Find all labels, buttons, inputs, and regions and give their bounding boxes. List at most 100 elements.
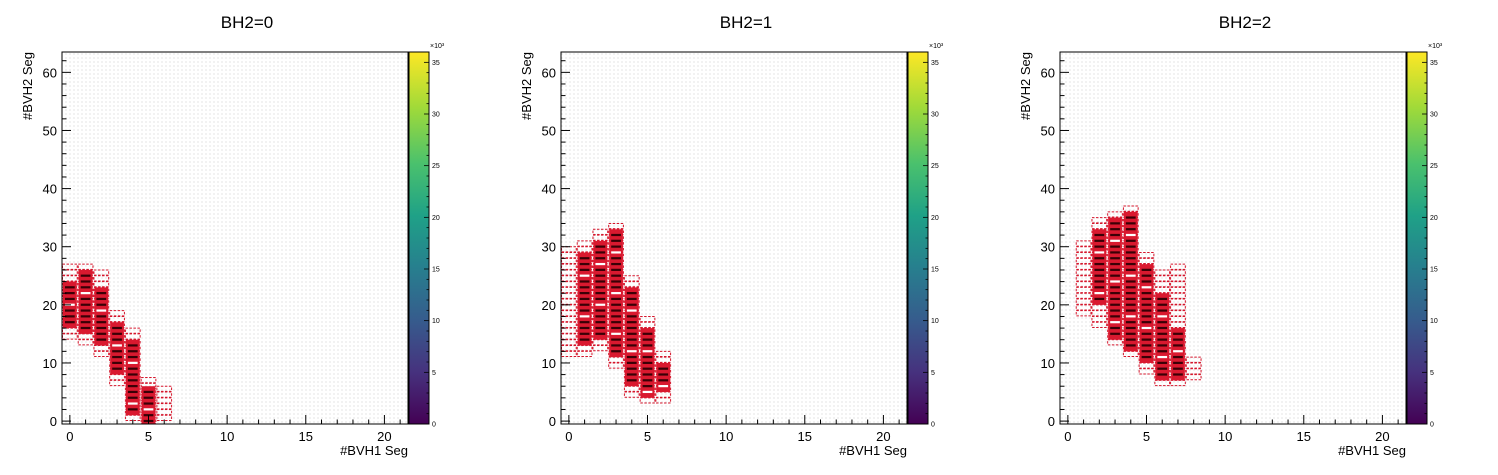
- outline-bin: [592, 252, 609, 259]
- outline-bin: [1154, 327, 1171, 334]
- bin-stripe: [611, 338, 621, 341]
- outline-bin: [77, 275, 94, 282]
- outline-bin: [1170, 310, 1186, 317]
- outline-bin: [109, 362, 125, 369]
- bin-stripe: [1125, 245, 1136, 248]
- outline-bin: [1075, 292, 1092, 299]
- outline-bin: [1154, 304, 1171, 311]
- x-tick-label: 15: [798, 429, 812, 444]
- bin-stripe: [579, 326, 590, 330]
- outline-bin: [1122, 321, 1139, 328]
- colorbar-tick-label: 25: [432, 163, 440, 170]
- outline-bin: [1138, 327, 1155, 334]
- bin-stripe: [1125, 303, 1136, 306]
- outline-bin: [1122, 298, 1139, 305]
- outline-bin: [1185, 368, 1202, 375]
- bin-stripe: [1110, 268, 1120, 271]
- bin-stripe: [80, 297, 91, 301]
- outline-bin: [592, 298, 609, 305]
- bin-stripe: [127, 379, 138, 382]
- outline-bin: [140, 400, 157, 407]
- bin-stripe: [626, 338, 637, 341]
- outline-bin: [1075, 257, 1092, 265]
- outline-bin: [623, 292, 640, 299]
- outline-column-5: [639, 315, 656, 404]
- x-axis-label: #BVH1 Seg: [340, 443, 408, 458]
- outline-bin: [576, 286, 593, 294]
- bin-highlight: [642, 390, 653, 394]
- outline-bin: [1107, 257, 1123, 265]
- outline-bin: [592, 257, 609, 265]
- outline-bin: [77, 321, 94, 328]
- bin-stripe: [1125, 228, 1136, 231]
- outline-bin: [1185, 356, 1202, 363]
- bin-stripe: [96, 338, 107, 341]
- outline-bin: [1107, 339, 1123, 346]
- bin-stripe: [611, 297, 621, 301]
- outline-column-6: [655, 350, 672, 404]
- colorbar-tick-label: 25: [1430, 163, 1438, 170]
- bin-highlight: [80, 292, 91, 295]
- outline-bin: [608, 240, 624, 247]
- bin-stripe: [143, 396, 154, 399]
- outline-bin: [1107, 315, 1123, 323]
- bin-stripe: [1125, 326, 1136, 330]
- colorbar-tick-label: 25: [931, 163, 939, 170]
- outline-bin: [639, 397, 656, 404]
- bin-stripe: [1125, 297, 1136, 301]
- bin-stripe: [1157, 373, 1168, 376]
- bin-stripe: [611, 309, 621, 312]
- bin-stripe: [642, 367, 653, 370]
- dense-column-4: [1155, 293, 1170, 381]
- outline-bin: [1154, 333, 1171, 340]
- outline-bin: [639, 333, 656, 340]
- colorbar-tick-label: 0: [1430, 422, 1434, 429]
- y-tick-label: 60: [43, 65, 57, 80]
- outline-bin: [1122, 205, 1139, 212]
- bin-stripe: [626, 361, 637, 364]
- outline-bin: [93, 298, 110, 305]
- bin-stripe: [1110, 245, 1120, 248]
- outline-bin: [124, 408, 141, 416]
- bin-highlight: [1141, 286, 1152, 289]
- dense-block: [1171, 328, 1185, 381]
- y-tick-label: 30: [1041, 240, 1055, 255]
- bin-stripe: [626, 355, 637, 359]
- bin-stripe: [579, 303, 590, 306]
- outline-bin: [592, 246, 609, 253]
- colorbar: 0 5 10 15 20 25 30 35 ×10³: [408, 43, 445, 429]
- bin-stripe: [1157, 350, 1168, 353]
- outline-bin: [109, 356, 125, 363]
- colorbar-tick-label: 35: [432, 60, 440, 67]
- bin-stripe: [1141, 280, 1152, 283]
- bin-stripe: [1110, 233, 1120, 237]
- bin-stripe: [80, 274, 91, 277]
- bin-stripe: [112, 326, 122, 330]
- colorbar: 0 5 10 15 20 25 30 35 ×10³: [1406, 43, 1443, 429]
- panel-title: BH2=2: [1219, 13, 1271, 32]
- dense-block: [1092, 229, 1107, 305]
- y-tick-label: 0: [549, 414, 556, 429]
- bin-stripe: [1141, 274, 1152, 277]
- bin-stripe: [127, 367, 138, 370]
- outline-bin: [1154, 379, 1171, 387]
- outline-bin: [1107, 269, 1123, 276]
- bin-highlight: [579, 315, 590, 318]
- outline-bin: [639, 339, 656, 346]
- bin-stripe: [642, 355, 653, 359]
- colorbar-exponent: ×10³: [430, 43, 445, 50]
- outline-bin: [109, 374, 125, 381]
- colorbar-tick-label: 20: [1430, 215, 1438, 222]
- bin-stripe: [1110, 251, 1120, 254]
- bin-stripe: [611, 350, 621, 353]
- bin-stripe: [1094, 268, 1105, 271]
- bin-stripe: [1157, 344, 1168, 347]
- bin-stripe: [658, 367, 669, 370]
- bin-highlight: [112, 344, 122, 347]
- bin-stripe: [1094, 280, 1105, 283]
- outline-bin: [93, 310, 110, 317]
- bin-stripe: [96, 321, 107, 324]
- outline-column-2: [592, 228, 609, 352]
- colorbar-tick-label: 35: [1430, 60, 1438, 67]
- outline-bin: [1138, 286, 1155, 294]
